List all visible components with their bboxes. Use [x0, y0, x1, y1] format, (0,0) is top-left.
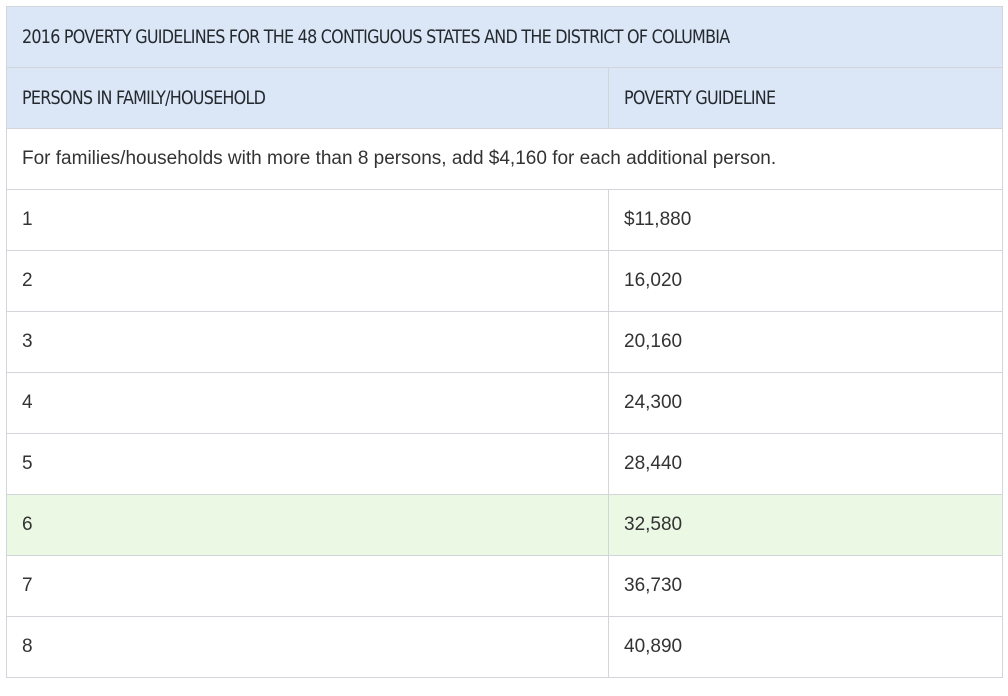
cell-persons: 2 [6, 250, 609, 312]
cell-guideline: 28,440 [608, 433, 1003, 495]
cell-persons: 4 [6, 372, 609, 434]
table-row: 4 24,300 [6, 372, 1003, 434]
table-title-row: 2016 POVERTY GUIDELINES FOR THE 48 CONTI… [6, 6, 1003, 68]
table-header-row: PERSONS IN FAMILY/HOUSEHOLD POVERTY GUID… [6, 67, 1003, 129]
table-row: 1 $11,880 [6, 189, 1003, 251]
poverty-guidelines-table: 2016 POVERTY GUIDELINES FOR THE 48 CONTI… [6, 6, 1003, 678]
cell-persons: 6 [6, 494, 609, 556]
cell-persons: 1 [6, 189, 609, 251]
table-body: 1 $11,880 2 16,020 3 20,160 4 24,300 5 28,440 6 32,… [6, 189, 1003, 678]
cell-persons: 8 [6, 616, 609, 678]
table-title-text: 2016 POVERTY GUIDELINES FOR THE 48 CONTI… [22, 26, 730, 48]
cell-guideline: 16,020 [608, 250, 1003, 312]
table-title: 2016 POVERTY GUIDELINES FOR THE 48 CONTI… [6, 6, 1003, 68]
table-row: 8 40,890 [6, 616, 1003, 678]
cell-guideline: 20,160 [608, 311, 1003, 373]
cell-guideline: 36,730 [608, 555, 1003, 617]
column-header-guideline: POVERTY GUIDELINE [608, 67, 1003, 129]
cell-persons: 7 [6, 555, 609, 617]
column-header-persons-text: PERSONS IN FAMILY/HOUSEHOLD [22, 87, 266, 109]
cell-guideline: 32,580 [608, 494, 1003, 556]
cell-guideline: 24,300 [608, 372, 1003, 434]
table-row: 7 36,730 [6, 555, 1003, 617]
column-header-guideline-text: POVERTY GUIDELINE [624, 87, 776, 109]
table-row: 5 28,440 [6, 433, 1003, 495]
table-row: 2 16,020 [6, 250, 1003, 312]
table-row: 3 20,160 [6, 311, 1003, 373]
cell-guideline: 40,890 [608, 616, 1003, 678]
cell-persons: 5 [6, 433, 609, 495]
column-header-persons: PERSONS IN FAMILY/HOUSEHOLD [6, 67, 609, 129]
cell-guideline: $11,880 [608, 189, 1003, 251]
cell-persons: 3 [6, 311, 609, 373]
table-note-row: For families/households with more than 8… [6, 128, 1003, 190]
table-note: For families/households with more than 8… [6, 128, 1003, 190]
table-row: 6 32,580 [6, 494, 1003, 556]
